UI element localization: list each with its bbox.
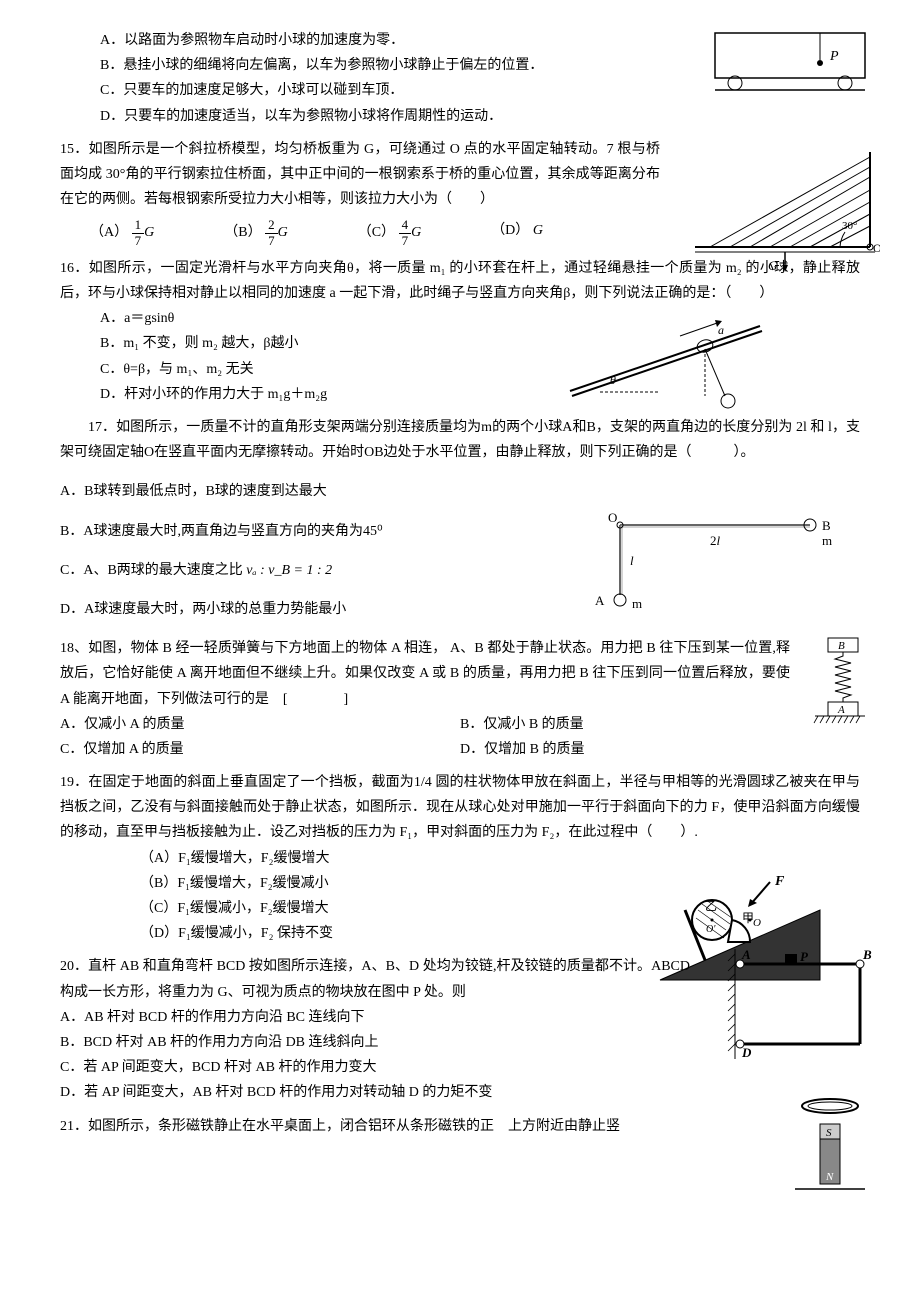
- question-20: A B P D 20．直杆 AB 和直角弯杆 BCD 按如图所示连接，A、B、D…: [60, 954, 860, 1105]
- q16-figure: θ a: [550, 316, 780, 416]
- svg-text:B: B: [862, 947, 872, 962]
- q18-opt-a: A．仅减小 A 的质量: [60, 712, 460, 737]
- q18-text: 18、如图，物体 B 经一轻质弹簧与下方地面上的物体 A 相连， A、B 都处于…: [60, 636, 860, 712]
- svg-text:m: m: [632, 596, 642, 611]
- svg-text:l: l: [630, 553, 634, 568]
- svg-text:F: F: [774, 874, 785, 889]
- svg-text:D: D: [741, 1045, 752, 1060]
- q15-opt-d: （D） G: [491, 218, 543, 248]
- q18-opt-b: B．仅减小 B 的质量: [460, 712, 860, 737]
- svg-text:N: N: [825, 1171, 834, 1183]
- svg-text:O: O: [608, 510, 617, 525]
- svg-text:A: A: [741, 947, 751, 962]
- q17-figure: O B m A m l 2l: [590, 510, 840, 620]
- q15-opt-a: （A） 17G: [90, 218, 154, 248]
- q14-opt-d: D．只要车的加速度适当，以车为参照物小球将作周期性的运动．: [60, 104, 860, 129]
- q18-figure: B A: [810, 636, 870, 731]
- q18-options: A．仅减小 A 的质量 B．仅减小 B 的质量: [60, 712, 860, 737]
- question-17: 17．如图所示，一质量不计的直角形支架两端分别连接质量均为m的两个小球A和B，支…: [60, 415, 860, 622]
- question-16: 16．如图所示，一固定光滑杆与水平方向夹角θ，将一质量 m₁ 的小环套在杆上，通…: [60, 256, 860, 407]
- q14-p-label: P: [829, 49, 839, 64]
- q17-text: 17．如图所示，一质量不计的直角形支架两端分别连接质量均为m的两个小球A和B，支…: [60, 415, 860, 465]
- q17-opt-a: A．B球转到最低点时，B球的速度到达最大: [60, 479, 860, 504]
- svg-text:O: O: [753, 917, 761, 929]
- q21-text: 21．如图所示，条形磁铁静止在水平桌面上，闭合铝环从条形磁铁的正 上方附近由静止…: [60, 1114, 860, 1139]
- svg-text:A: A: [837, 704, 845, 716]
- svg-text:P: P: [800, 949, 809, 964]
- question-14-options: P A．以路面为参照物车启动时小球的加速度为零． B．悬挂小球的细绳将向左偏离，…: [60, 28, 860, 129]
- svg-text:A: A: [595, 593, 605, 608]
- q21-figure: S N: [790, 1094, 870, 1204]
- svg-text:θ: θ: [610, 373, 616, 387]
- svg-text:O: O: [873, 241, 880, 255]
- svg-text:S: S: [826, 1127, 832, 1139]
- q20-figure: A B P D: [720, 944, 880, 1064]
- question-21: S N 21．如图所示，条形磁铁静止在水平桌面上，闭合铝环从条形磁铁的正 上方附…: [60, 1114, 860, 1139]
- svg-text:a: a: [718, 323, 724, 337]
- q19-text: 19．在固定于地面的斜面上垂直固定了一个挡板，截面为1/4 圆的柱状物体甲放在斜…: [60, 770, 860, 846]
- q18-options-2: C．仅增加 A 的质量 D．仅增加 B 的质量: [60, 737, 860, 762]
- svg-text:B: B: [838, 640, 845, 652]
- q14-figure: P: [710, 28, 870, 98]
- q16-text: 16．如图所示，一固定光滑杆与水平方向夹角θ，将一质量 m₁ 的小环套在杆上，通…: [60, 256, 860, 306]
- question-15: 30° O G 15．如图所示是一个斜拉桥模型，均匀桥板重为 G，可绕通过 O …: [60, 137, 860, 248]
- q15-opt-c: （C） 47G: [358, 218, 421, 248]
- svg-text:m: m: [822, 533, 832, 548]
- svg-text:B: B: [822, 518, 831, 533]
- q15-figure: 30° O G: [690, 142, 880, 272]
- svg-text:O': O': [706, 924, 716, 935]
- q20-opt-d: D．若 AP 间距变大，AB 杆对 BCD 杆的作用力对转动轴 D 的力矩不变: [60, 1080, 860, 1105]
- question-19: 19．在固定于地面的斜面上垂直固定了一个挡板，截面为1/4 圆的柱状物体甲放在斜…: [60, 770, 860, 946]
- q15-opt-b: （B） 27G: [224, 218, 287, 248]
- question-18: B A 18、如图，物体 B 经一轻质弹簧与下方地面上的物体 A 相连， A、B…: [60, 636, 860, 762]
- svg-text:30°: 30°: [842, 220, 857, 232]
- q18-opt-d: D．仅增加 B 的质量: [460, 737, 860, 762]
- svg-text:2l: 2l: [710, 533, 721, 548]
- q19-opt-a: （A）F₁缓慢增大，F₂缓慢增大: [140, 846, 860, 871]
- svg-text:乙: 乙: [705, 899, 717, 913]
- q18-opt-c: C．仅增加 A 的质量: [60, 737, 460, 762]
